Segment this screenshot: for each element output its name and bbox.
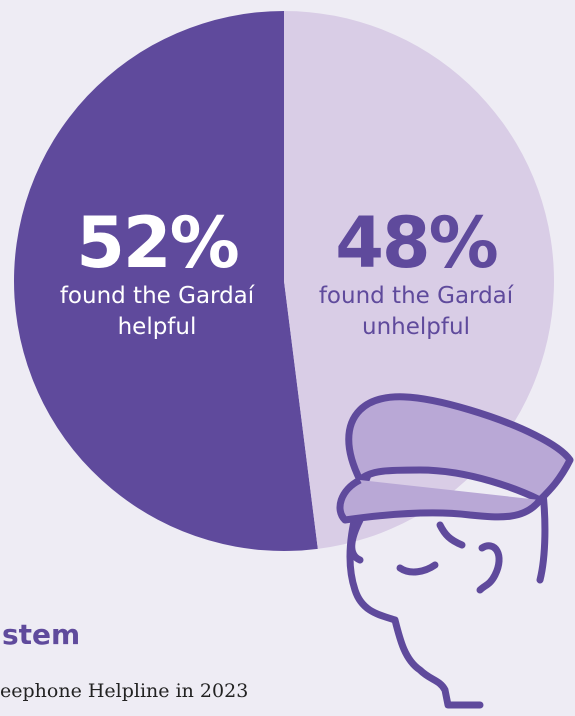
percent-label: 52% — [37, 205, 277, 281]
percent-label: 48% — [296, 205, 536, 281]
infographic: stem eephone Helpline in 2023 52%found t… — [0, 0, 575, 716]
slice-label: 48%found the Gardaí unhelpful — [296, 205, 536, 343]
caption: eephone Helpline in 2023 — [0, 680, 248, 702]
category-label: found the Gardaí helpful — [57, 281, 257, 343]
police-illustration — [0, 0, 575, 716]
category-label: found the Gardaí unhelpful — [316, 281, 516, 343]
slice-label: 52%found the Gardaí helpful — [37, 205, 277, 343]
section-heading: stem — [2, 618, 80, 651]
